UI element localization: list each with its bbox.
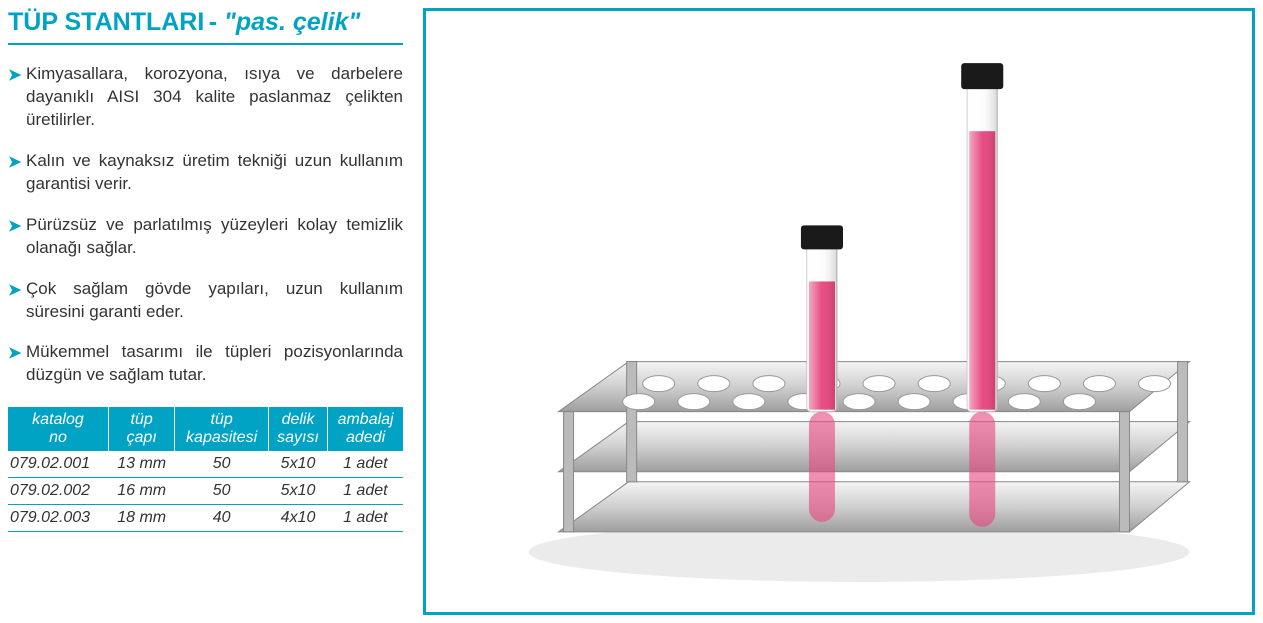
title-sub: "pas. çelik" bbox=[224, 8, 360, 36]
cell: 079.02.003 bbox=[8, 504, 108, 531]
title-bar: TÜP STANTLARI - "pas. çelik" bbox=[8, 8, 403, 45]
cell: 1 adet bbox=[328, 504, 403, 531]
table-row: 079.02.001 13 mm 50 5x10 1 adet bbox=[8, 451, 403, 478]
title-separator: - bbox=[209, 8, 224, 36]
table-body: 079.02.001 13 mm 50 5x10 1 adet 079.02.0… bbox=[8, 451, 403, 532]
chevron-right-icon: ➤ bbox=[8, 343, 21, 365]
table-row: 079.02.002 16 mm 50 5x10 1 adet bbox=[8, 477, 403, 504]
bullet-item: ➤ Mükemmel tasarımı ile tüpleri pozisyon… bbox=[8, 341, 403, 387]
col-ambalaj-adedi: ambalajadedi bbox=[328, 407, 403, 450]
cell: 079.02.002 bbox=[8, 477, 108, 504]
cell: 40 bbox=[175, 504, 269, 531]
cell: 079.02.001 bbox=[8, 451, 108, 478]
cell: 1 adet bbox=[328, 477, 403, 504]
col-tup-kapasitesi: tüpkapasitesi bbox=[175, 407, 269, 450]
cell: 18 mm bbox=[108, 504, 174, 531]
col-katalog-no: katalogno bbox=[8, 407, 108, 450]
table-row: 079.02.003 18 mm 40 4x10 1 adet bbox=[8, 504, 403, 531]
cell: 13 mm bbox=[108, 451, 174, 478]
bullet-text: Kimyasallara, korozyona, ısıya ve darbel… bbox=[26, 64, 403, 129]
bullet-item: ➤ Kalın ve kaynaksız üretim tekniği uzun… bbox=[8, 150, 403, 196]
cell: 50 bbox=[175, 477, 269, 504]
cell: 1 adet bbox=[328, 451, 403, 478]
bullet-text: Çok sağlam gövde yapıları, uzun kullanım… bbox=[26, 279, 403, 321]
cell: 5x10 bbox=[268, 451, 327, 478]
bullet-text: Pürüzsüz ve parlatılmış yüzeyleri kolay … bbox=[26, 215, 403, 257]
left-column: TÜP STANTLARI - "pas. çelik" ➤ Kimyasall… bbox=[8, 8, 403, 615]
cell: 4x10 bbox=[268, 504, 327, 531]
bullet-item: ➤ Kimyasallara, korozyona, ısıya ve darb… bbox=[8, 63, 403, 132]
chevron-right-icon: ➤ bbox=[8, 280, 21, 302]
cell: 50 bbox=[175, 451, 269, 478]
bullet-item: ➤ Çok sağlam gövde yapıları, uzun kullan… bbox=[8, 278, 403, 324]
cell: 5x10 bbox=[268, 477, 327, 504]
bullet-list: ➤ Kimyasallara, korozyona, ısıya ve darb… bbox=[8, 63, 403, 387]
product-illustration bbox=[426, 11, 1252, 612]
tube-short-icon bbox=[801, 225, 843, 521]
spec-table: katalogno tüpçapı tüpkapasitesi deliksay… bbox=[8, 407, 403, 531]
chevron-right-icon: ➤ bbox=[8, 152, 21, 174]
product-image-panel bbox=[423, 8, 1255, 615]
chevron-right-icon: ➤ bbox=[8, 216, 21, 238]
bullet-text: Mükemmel tasarımı ile tüpleri pozisyonla… bbox=[26, 342, 403, 384]
table-header: katalogno tüpçapı tüpkapasitesi deliksay… bbox=[8, 407, 403, 450]
bullet-item: ➤ Pürüzsüz ve parlatılmış yüzeyleri kola… bbox=[8, 214, 403, 260]
col-delik-sayisi: deliksayısı bbox=[268, 407, 327, 450]
col-tup-capi: tüpçapı bbox=[108, 407, 174, 450]
rack-icon bbox=[559, 362, 1190, 532]
title-main: TÜP STANTLARI bbox=[8, 8, 204, 36]
bullet-text: Kalın ve kaynaksız üretim tekniği uzun k… bbox=[26, 151, 403, 193]
chevron-right-icon: ➤ bbox=[8, 65, 21, 87]
cell: 16 mm bbox=[108, 477, 174, 504]
